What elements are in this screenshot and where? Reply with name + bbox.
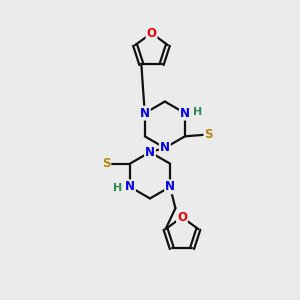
Text: N: N: [165, 180, 175, 194]
Text: O: O: [177, 211, 187, 224]
Text: S: S: [102, 157, 110, 170]
Text: O: O: [146, 27, 157, 40]
Text: N: N: [180, 106, 190, 120]
Text: N: N: [145, 146, 155, 159]
Text: H: H: [113, 183, 122, 193]
Text: S: S: [205, 128, 213, 141]
Text: N: N: [125, 180, 135, 194]
Text: N: N: [160, 141, 170, 154]
Text: H: H: [193, 107, 202, 117]
Text: N: N: [140, 106, 150, 120]
